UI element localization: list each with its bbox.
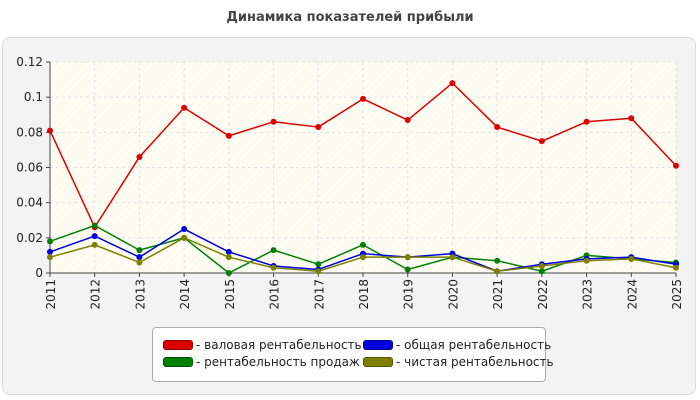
y-axis-ticks: 0 0.02 0.04 0.06 0.08 0.1 0.12 <box>16 55 50 280</box>
y-tick-label: 0.12 <box>16 55 43 69</box>
x-tick-label: 2015 <box>223 279 237 310</box>
legend-swatch <box>163 357 193 367</box>
data-point[interactable] <box>315 124 322 131</box>
data-point[interactable] <box>136 153 143 160</box>
data-point[interactable] <box>583 257 590 264</box>
y-tick-label: 0.06 <box>16 161 43 175</box>
data-point[interactable] <box>494 257 501 264</box>
data-point[interactable] <box>583 118 590 125</box>
data-point[interactable] <box>360 254 366 261</box>
legend-item[interactable]: - рентабельность продаж <box>163 354 360 370</box>
x-tick-label: 2025 <box>670 279 684 310</box>
x-tick-label: 2012 <box>89 279 103 310</box>
legend-swatch <box>363 357 393 367</box>
legend-label: - валовая рентабельность <box>196 338 362 352</box>
legend-swatch <box>363 340 393 350</box>
data-point[interactable] <box>673 264 679 271</box>
x-tick-label: 2024 <box>625 279 639 310</box>
data-point[interactable] <box>538 268 545 275</box>
y-tick-label: 0 <box>35 266 43 280</box>
x-tick-label: 2020 <box>446 279 460 310</box>
data-point[interactable] <box>315 261 322 268</box>
legend-item[interactable]: - чистая рентабельность <box>363 354 554 370</box>
data-point[interactable] <box>538 262 545 269</box>
legend-label: - чистая рентабельность <box>396 355 554 369</box>
grid-lines <box>50 61 677 273</box>
data-point[interactable] <box>47 238 53 245</box>
y-tick-label: 0.02 <box>16 231 43 245</box>
x-tick-label: 2023 <box>581 279 595 310</box>
legend-label: - рентабельность продаж <box>196 355 360 369</box>
y-tick-label: 0.1 <box>24 90 43 104</box>
legend-swatch <box>163 340 193 350</box>
data-point[interactable] <box>136 259 143 266</box>
y-tick-label: 0.08 <box>16 125 43 139</box>
data-point[interactable] <box>494 124 501 131</box>
data-point[interactable] <box>47 254 53 261</box>
data-point[interactable] <box>47 248 53 255</box>
legend: - валовая рентабельность - рентабельност… <box>152 327 554 382</box>
x-axis-ticks: 2011 2012 2013 2014 2015 2016 2017 2018 2019 2020… <box>44 273 684 310</box>
data-point[interactable] <box>270 247 277 254</box>
data-point[interactable] <box>181 104 188 111</box>
data-point[interactable] <box>404 117 411 124</box>
data-point[interactable] <box>404 266 411 273</box>
data-point[interactable] <box>315 268 322 275</box>
series-2 <box>47 226 679 275</box>
data-point[interactable] <box>181 226 188 233</box>
data-point[interactable] <box>136 247 143 254</box>
legend-label: - общая рентабельность <box>396 338 552 352</box>
data-point[interactable] <box>270 264 277 271</box>
data-point[interactable] <box>225 254 232 261</box>
x-tick-label: 2014 <box>178 279 192 310</box>
data-point[interactable] <box>449 80 456 87</box>
data-point[interactable] <box>91 241 98 248</box>
x-tick-label: 2017 <box>312 279 326 310</box>
x-tick-label: 2018 <box>357 279 371 310</box>
data-point[interactable] <box>673 162 679 169</box>
x-tick-label: 2022 <box>536 279 550 310</box>
data-point[interactable] <box>360 95 366 102</box>
chart-title: Динамика показателей прибыли <box>226 10 474 25</box>
data-point[interactable] <box>449 254 456 261</box>
data-point[interactable] <box>628 115 635 122</box>
legend-item[interactable]: - валовая рентабельность <box>163 337 362 353</box>
x-tick-label: 2016 <box>268 279 282 310</box>
data-point[interactable] <box>136 254 143 261</box>
legend-item[interactable]: - общая рентабельность <box>363 337 551 353</box>
data-point[interactable] <box>404 254 411 261</box>
data-point[interactable] <box>91 233 98 240</box>
x-tick-label: 2013 <box>133 279 147 310</box>
data-point[interactable] <box>181 234 188 241</box>
data-point[interactable] <box>225 132 232 139</box>
data-point[interactable] <box>494 268 501 275</box>
data-point[interactable] <box>225 270 232 276</box>
series-layer <box>47 80 679 276</box>
y-tick-label: 0.04 <box>16 196 43 210</box>
series-3 <box>47 234 679 275</box>
x-tick-label: 2019 <box>402 279 416 310</box>
x-tick-label: 2011 <box>44 279 58 310</box>
data-point[interactable] <box>91 222 98 229</box>
data-point[interactable] <box>360 241 366 248</box>
data-point[interactable] <box>47 127 53 134</box>
x-tick-label: 2021 <box>491 279 505 310</box>
data-point[interactable] <box>538 138 545 145</box>
data-point[interactable] <box>225 248 232 255</box>
data-point[interactable] <box>270 118 277 125</box>
data-point[interactable] <box>628 255 635 262</box>
